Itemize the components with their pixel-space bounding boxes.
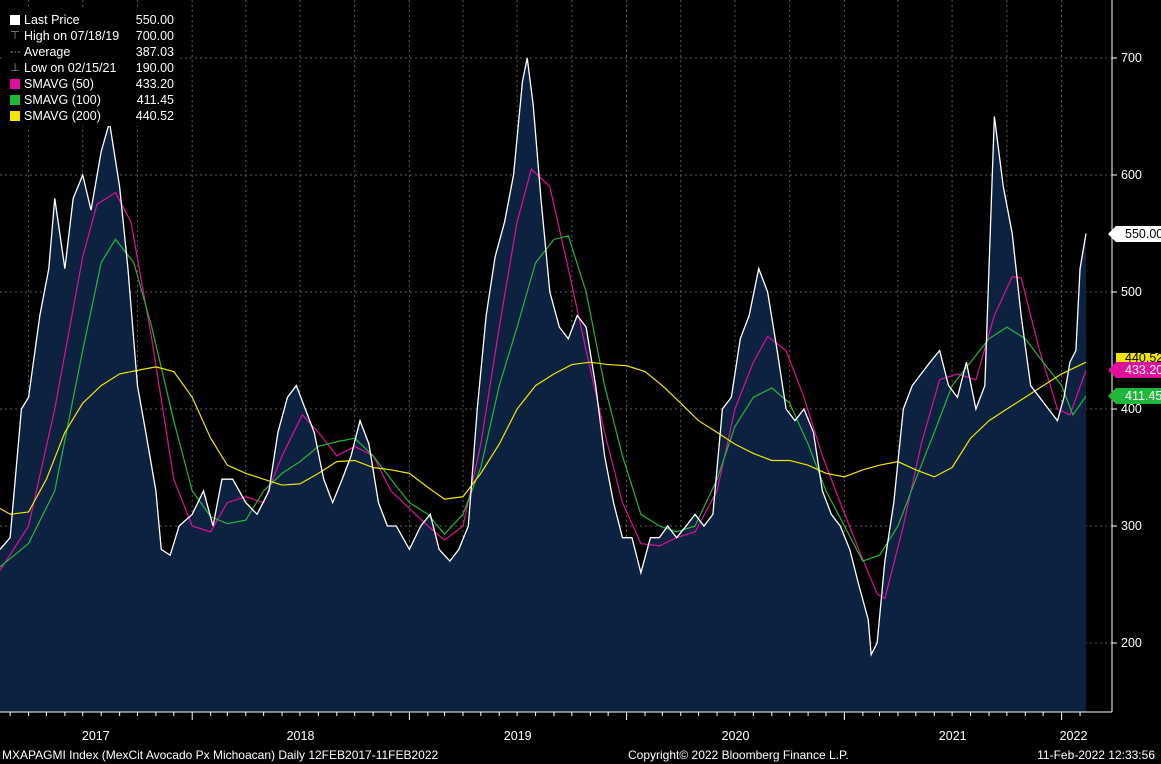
y-tick-label: 400 <box>1121 402 1142 416</box>
legend: Last Price 550.00 ⊤ High on 07/18/19 700.00-… <box>4 10 178 126</box>
y-tick-label: 500 <box>1121 285 1142 299</box>
sma50-tag-value: 433.20 <box>1125 363 1161 377</box>
legend-value: 550.00 <box>135 13 174 27</box>
series-lines <box>0 57 1087 658</box>
x-tick-label: 2019 <box>504 729 532 743</box>
y-tick-label: 600 <box>1121 168 1142 182</box>
legend-label: SMAVG (50) <box>24 77 94 91</box>
sma200-tag-value: 440.52 <box>1125 353 1161 363</box>
legend-item: SMAVG (50) 433.20 <box>10 76 174 92</box>
legend-item: ⊥ Low on 02/15/21 190.00 <box>10 60 174 76</box>
price-area-fill <box>0 58 1086 712</box>
footer-copyright: Copyright© 2022 Bloomberg Finance L.P. <box>628 748 849 762</box>
low-marker-icon: ⊥ <box>10 62 20 74</box>
legend-value: 433.20 <box>135 77 174 91</box>
last-price-tag: 550.00 <box>1107 226 1161 242</box>
sma100-tag: 411.45 <box>1107 388 1161 404</box>
legend-swatch <box>10 15 20 25</box>
legend-value: 190.00 <box>135 61 174 75</box>
x-tick-label: 2022 <box>1060 729 1088 743</box>
legend-value: 387.03 <box>135 45 174 59</box>
y-tick-label: 300 <box>1121 519 1142 533</box>
average-marker-icon: -·- <box>10 46 21 58</box>
legend-label: SMAVG (100) <box>24 93 101 107</box>
legend-swatch <box>10 79 20 89</box>
legend-value: 440.52 <box>135 109 174 123</box>
smavg-50-line <box>0 168 1087 600</box>
legend-swatch <box>10 111 20 121</box>
sma100-tag-value: 411.45 <box>1125 389 1161 403</box>
legend-value: 700.00 <box>135 29 174 43</box>
grid <box>0 0 1112 712</box>
legend-item: SMAVG (100) 411.45 <box>10 92 174 108</box>
legend-item: ⊤ High on 07/18/19 700.00 <box>10 28 174 44</box>
high-marker-icon: ⊤ <box>10 30 20 42</box>
price-area <box>0 58 1086 712</box>
legend-item: -·- Average 387.03 <box>10 44 174 60</box>
legend-item: Last Price 550.00 <box>10 12 174 28</box>
legend-label: SMAVG (200) <box>24 109 101 123</box>
sma200-tag: 440.52 <box>1116 353 1161 363</box>
footer: MXAPAGMI Index (MexCit Avocado Px Michoa… <box>0 747 1161 764</box>
y-tick-label: 200 <box>1121 636 1142 650</box>
legend-swatch <box>10 95 20 105</box>
legend-label: High on 07/18/19 <box>24 29 120 43</box>
legend-label: Last Price <box>24 13 80 27</box>
last-price-line <box>0 57 1087 658</box>
x-tick-label: 2020 <box>722 729 750 743</box>
footer-security: MXAPAGMI Index (MexCit Avocado Px Michoa… <box>2 748 439 762</box>
x-tick-label: 2018 <box>287 729 315 743</box>
legend-value: 411.45 <box>136 93 174 107</box>
y-tick-label: 700 <box>1121 51 1142 65</box>
sma50-tag: 433.20 <box>1107 362 1161 378</box>
axes: 200 300 400 500 600 700 2017 2018 2019 2020 2021 20… <box>0 0 1142 743</box>
last-price-tag-value: 550.00 <box>1125 227 1161 241</box>
legend-item: SMAVG (200) 440.52 <box>10 108 174 124</box>
x-tick-label: 2017 <box>82 729 110 743</box>
legend-label: Average <box>24 45 71 59</box>
x-tick-label: 2021 <box>939 729 967 743</box>
legend-label: Low on 02/15/21 <box>24 61 117 75</box>
footer-timestamp: 11-Feb-2022 12:33:56 <box>1037 748 1155 762</box>
